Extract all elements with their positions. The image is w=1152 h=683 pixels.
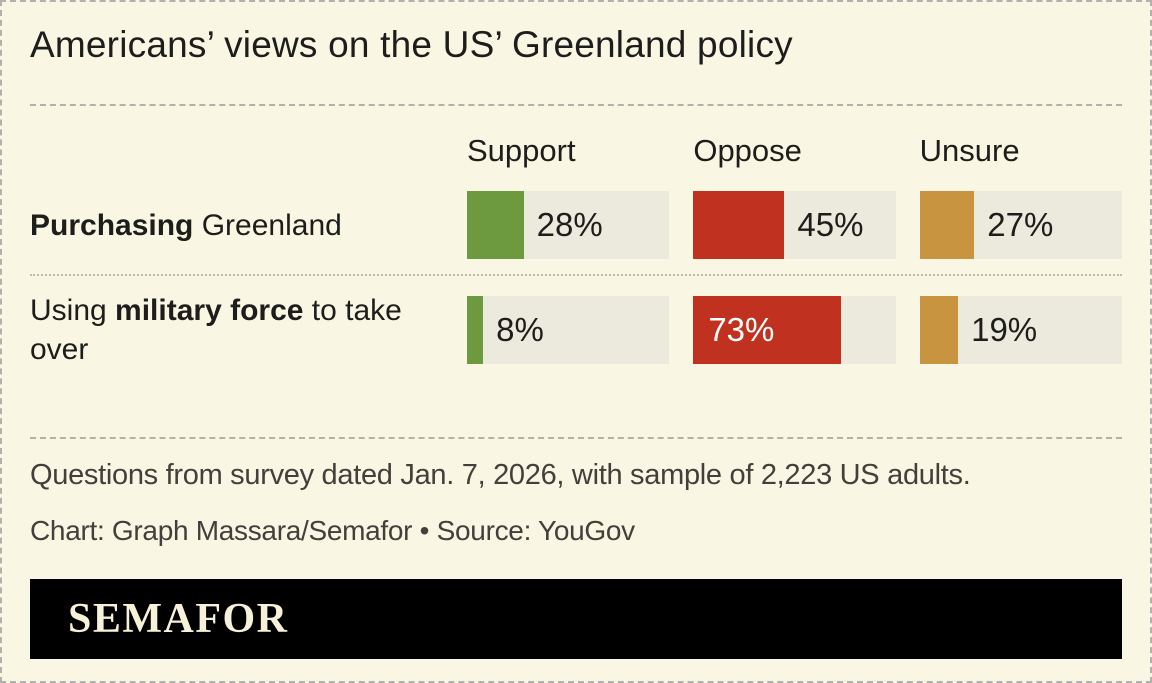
bar-value-label: 27% [987,206,1054,244]
bar-track-unsure: 27% [919,191,1122,260]
column-header-unsure: Unsure [919,133,1020,169]
chart-credit: Chart: Graph Massara/Semafor • Source: Y… [30,515,635,547]
chart-title: Americans’ views on the US’ Greenland po… [30,24,793,65]
semafor-logo: SEMAFOR [68,596,289,643]
bar-track-oppose: 73% [693,296,896,365]
table-row: Using military force to take over 8% 73% 19… [30,291,1122,369]
bar-rows: Purchasing Greenland 28% 45% 27% Using milit… [30,191,1122,369]
bar-track-unsure: 19% [919,296,1122,365]
row-divider [30,274,1122,277]
bar-fill-oppose [693,296,842,365]
row-label: Purchasing Greenland [30,206,443,245]
column-header-oppose: Oppose [693,133,802,169]
bar-fill-support [467,191,524,260]
bar-fill-unsure [919,296,959,365]
bar-value-label: 8% [496,311,544,349]
bar-fill-oppose [693,191,785,260]
bar-value-label: 73% [708,311,775,349]
row-label-emphasis: Purchasing [30,208,194,242]
row-label-emphasis: military force [115,294,304,328]
row-label: Using military force to take over [30,291,443,369]
bar-track-support: 8% [467,296,670,365]
bar-value-label: 19% [971,311,1038,349]
bar-fill-unsure [919,191,975,260]
title-divider [30,104,1122,107]
semafor-logo-bar: SEMAFOR [30,579,1122,660]
bar-fill-support [467,296,484,365]
row-label-text: Using [30,294,116,328]
bar-value-label: 28% [536,206,603,244]
column-header-row: Support Oppose Unsure [30,132,1122,169]
row-label-text: Greenland [193,208,342,242]
bar-track-support: 28% [467,191,670,260]
bar-value-label: 45% [797,206,864,244]
footer-divider [30,437,1122,440]
column-header-support: Support [467,133,576,169]
table-row: Purchasing Greenland 28% 45% 27% [30,191,1122,260]
bar-track-oppose: 45% [693,191,896,260]
row-label-text: to take over [30,294,402,367]
survey-note: Questions from survey dated Jan. 7, 2026… [30,459,971,492]
